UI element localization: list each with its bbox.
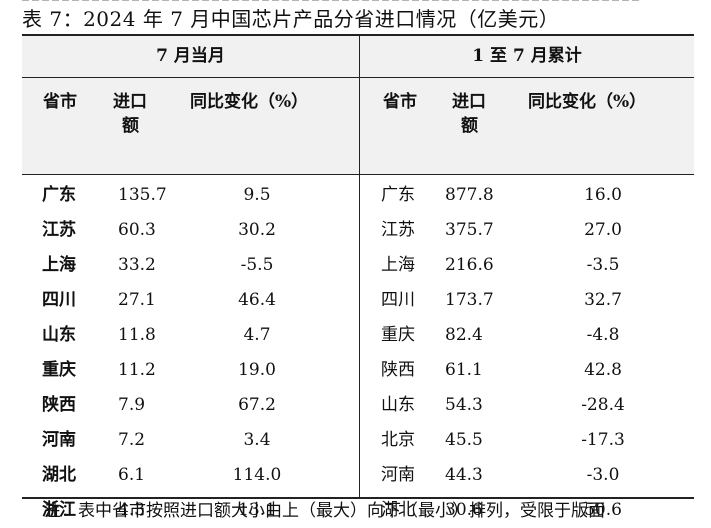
group-header-monthly: 7 月当月 [156, 46, 225, 66]
left-province: 江苏 [42, 220, 76, 240]
col-header-yoy: 同比变化（%） [190, 92, 309, 112]
table-row: 山东 11.8 4.7 重庆 82.4 -4.8 [22, 318, 694, 353]
right-province: 湖北 [381, 500, 415, 520]
table-row: 陕西 7.9 67.2 山东 54.3 -28.4 [22, 388, 694, 423]
right-value: 45.5 [445, 430, 483, 450]
right-province: 陕西 [381, 360, 415, 380]
divider [22, 77, 694, 78]
import-table: 7 月当月 1 至 7 月累计 省市 进口 额 同比变化（%） 省市 进口 额 … [22, 34, 694, 520]
right-yoy: 27.0 [584, 220, 622, 240]
col-header-province: 省市 [383, 92, 417, 112]
col-header-import-line2: 额 [461, 116, 478, 136]
left-yoy: 114.0 [232, 465, 282, 485]
left-province: 浙江 [42, 500, 76, 520]
right-value: 877.8 [445, 185, 494, 205]
right-value: 173.7 [445, 290, 494, 310]
table-row: 江苏 60.3 30.2 江苏 375.7 27.0 [22, 213, 694, 248]
left-yoy: 30.2 [238, 220, 276, 240]
left-yoy: 3.4 [243, 430, 271, 450]
right-province: 重庆 [381, 325, 415, 345]
table-title: 表 7：2024 年 7 月中国芯片产品分省进口情况（亿美元） [22, 7, 560, 31]
group-header-cumulative: 1 至 7 月累计 [472, 46, 582, 66]
right-province: 江苏 [381, 220, 415, 240]
table-row: 上海 33.2 -5.5 上海 216.6 -3.5 [22, 248, 694, 283]
right-province: 山东 [381, 395, 415, 415]
table-row: 重庆 11.2 19.0 陕西 61.1 42.8 [22, 353, 694, 388]
column-header-band [22, 78, 694, 174]
table-row: 河南 7.2 3.4 北京 45.5 -17.3 [22, 423, 694, 458]
right-value: 216.6 [445, 255, 494, 275]
right-value: 61.1 [445, 360, 483, 380]
group-header-band [22, 36, 694, 77]
left-value: 27.1 [118, 290, 156, 310]
left-value: 6.1 [118, 465, 146, 485]
left-value: 135.7 [118, 185, 167, 205]
left-yoy: 9.5 [243, 185, 271, 205]
left-province: 湖北 [42, 465, 76, 485]
right-value: 44.3 [445, 465, 483, 485]
table-row: 四川 27.1 46.4 四川 173.7 32.7 [22, 283, 694, 318]
right-value: 375.7 [445, 220, 494, 240]
right-yoy: 50.6 [584, 500, 622, 520]
left-yoy: 67.2 [238, 395, 276, 415]
left-value: 60.3 [118, 220, 156, 240]
left-yoy: -5.5 [240, 255, 274, 275]
left-yoy: 46.4 [238, 290, 276, 310]
right-province: 四川 [381, 290, 415, 310]
right-province: 上海 [381, 255, 415, 275]
right-province: 北京 [381, 430, 415, 450]
divider [22, 174, 694, 175]
col-header-import: 进口 [113, 92, 147, 112]
right-province: 广东 [381, 185, 415, 205]
left-value: 11.8 [118, 325, 156, 345]
col-header-yoy: 同比变化（%） [528, 92, 647, 112]
right-value: 54.3 [445, 395, 483, 415]
left-value: 33.2 [118, 255, 156, 275]
right-province: 河南 [381, 465, 415, 485]
table-row: 广东 135.7 9.5 广东 877.8 16.0 [22, 178, 694, 213]
right-yoy: -17.3 [581, 430, 625, 450]
left-province: 重庆 [42, 360, 76, 380]
left-value: 11.2 [118, 360, 156, 380]
left-province: 陕西 [42, 395, 76, 415]
right-yoy: -3.5 [586, 255, 620, 275]
previous-line-fragment [0, 0, 711, 5]
right-yoy: 42.8 [584, 360, 622, 380]
left-province: 四川 [42, 290, 76, 310]
right-yoy: -28.4 [581, 395, 625, 415]
left-province: 河南 [42, 430, 76, 450]
table-footnote: 注：表中省市按照进口额大小由上（最大）向下（最小）排列，受限于版面 [44, 501, 605, 521]
right-yoy: 16.0 [584, 185, 622, 205]
right-value: 82.4 [445, 325, 483, 345]
left-yoy: 13.1 [238, 500, 276, 520]
right-yoy: -4.8 [586, 325, 620, 345]
left-value: 4.3 [118, 500, 146, 520]
left-value: 7.9 [118, 395, 146, 415]
left-value: 7.2 [118, 430, 146, 450]
left-yoy: 19.0 [238, 360, 276, 380]
table-row: 浙江 4.3 13.1 湖北 30.6 50.6 [22, 493, 694, 528]
left-yoy: 4.7 [243, 325, 271, 345]
col-header-province: 省市 [43, 92, 77, 112]
left-province: 上海 [42, 255, 76, 275]
left-province: 山东 [42, 325, 76, 345]
table-row: 湖北 6.1 114.0 河南 44.3 -3.0 [22, 458, 694, 493]
col-header-import-line2: 额 [122, 116, 139, 136]
table-body: 广东 135.7 9.5 广东 877.8 16.0 江苏 60.3 30.2 … [22, 178, 694, 528]
left-province: 广东 [42, 185, 76, 205]
col-header-import: 进口 [452, 92, 486, 112]
right-value: 30.6 [445, 500, 483, 520]
right-yoy: -3.0 [586, 465, 620, 485]
right-yoy: 32.7 [584, 290, 622, 310]
column-divider [359, 36, 360, 497]
